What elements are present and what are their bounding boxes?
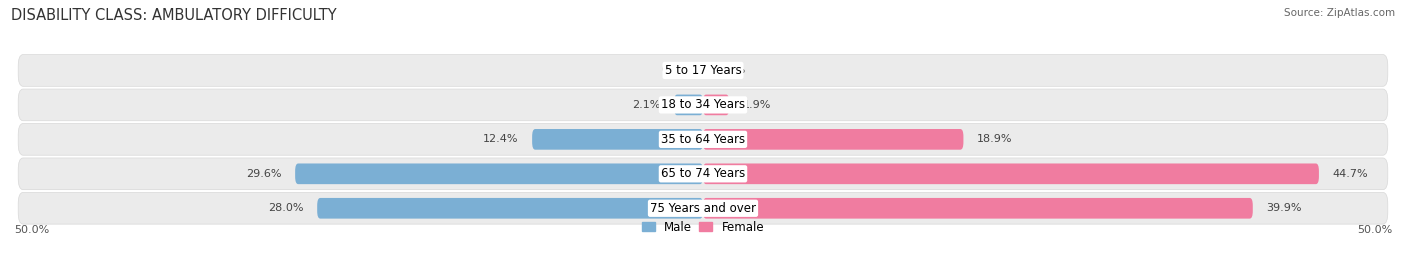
FancyBboxPatch shape (18, 192, 1388, 224)
Text: 5 to 17 Years: 5 to 17 Years (665, 64, 741, 77)
Text: 65 to 74 Years: 65 to 74 Years (661, 167, 745, 180)
FancyBboxPatch shape (18, 55, 1388, 86)
Text: 39.9%: 39.9% (1267, 203, 1302, 213)
FancyBboxPatch shape (318, 198, 703, 219)
FancyBboxPatch shape (703, 95, 730, 115)
Text: 44.7%: 44.7% (1333, 169, 1368, 179)
FancyBboxPatch shape (703, 163, 1319, 184)
Text: Source: ZipAtlas.com: Source: ZipAtlas.com (1284, 8, 1395, 18)
Text: 28.0%: 28.0% (269, 203, 304, 213)
Text: 12.4%: 12.4% (482, 134, 519, 144)
Text: 18.9%: 18.9% (977, 134, 1012, 144)
FancyBboxPatch shape (703, 198, 1253, 219)
Text: 1.9%: 1.9% (742, 100, 772, 110)
Text: DISABILITY CLASS: AMBULATORY DIFFICULTY: DISABILITY CLASS: AMBULATORY DIFFICULTY (11, 8, 337, 23)
Text: 2.1%: 2.1% (631, 100, 661, 110)
Legend: Male, Female: Male, Female (641, 221, 765, 234)
FancyBboxPatch shape (18, 124, 1388, 155)
Text: 18 to 34 Years: 18 to 34 Years (661, 98, 745, 111)
FancyBboxPatch shape (18, 89, 1388, 121)
Text: 35 to 64 Years: 35 to 64 Years (661, 133, 745, 146)
Text: 50.0%: 50.0% (1357, 225, 1392, 235)
Text: 0.0%: 0.0% (661, 65, 689, 76)
Text: 75 Years and over: 75 Years and over (650, 202, 756, 215)
FancyBboxPatch shape (673, 95, 703, 115)
Text: 29.6%: 29.6% (246, 169, 281, 179)
Text: 50.0%: 50.0% (14, 225, 49, 235)
Text: 0.0%: 0.0% (717, 65, 745, 76)
FancyBboxPatch shape (531, 129, 703, 150)
FancyBboxPatch shape (18, 158, 1388, 190)
FancyBboxPatch shape (703, 129, 963, 150)
FancyBboxPatch shape (295, 163, 703, 184)
